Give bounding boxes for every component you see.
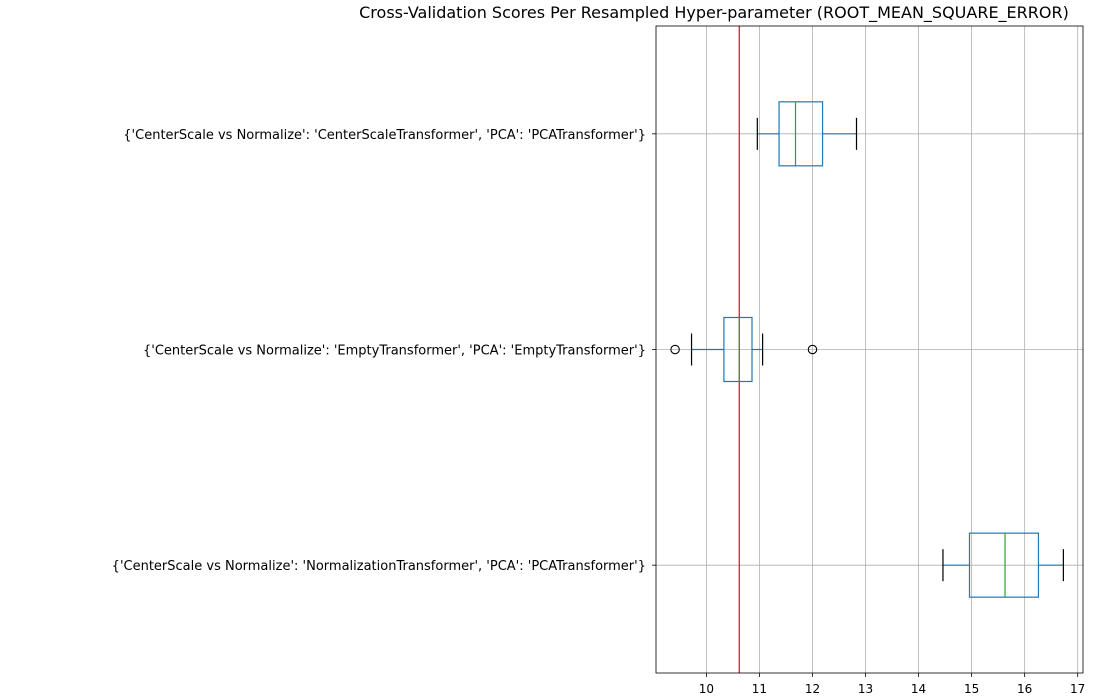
x-axis-ticks: 10 11 12 13 14 15 16 17 xyxy=(699,673,1085,696)
x-tick-label: 11 xyxy=(752,682,767,696)
box-iqr xyxy=(968,532,1040,598)
chart-title: Cross-Validation Scores Per Resampled Hy… xyxy=(359,3,1069,23)
x-tick-label: 12 xyxy=(805,682,820,696)
x-tick-label: 17 xyxy=(1070,682,1085,696)
category-label: {'CenterScale vs Normalize': 'EmptyTrans… xyxy=(143,344,646,359)
box-iqr xyxy=(723,316,753,383)
category-label: {'CenterScale vs Normalize': 'Normalizat… xyxy=(112,559,646,574)
box-group xyxy=(670,316,818,383)
category-labels: {'CenterScale vs Normalize': 'CenterScal… xyxy=(112,128,656,574)
x-tick-label: 10 xyxy=(699,682,714,696)
outlier-point xyxy=(807,344,818,355)
x-tick-label: 16 xyxy=(1017,682,1032,696)
boxes-group xyxy=(670,101,1064,598)
box-group xyxy=(942,532,1064,598)
box-group xyxy=(756,101,858,167)
x-tick-label: 14 xyxy=(911,682,926,696)
category-label: {'CenterScale vs Normalize': 'CenterScal… xyxy=(123,128,646,143)
box-iqr xyxy=(778,101,824,167)
outlier-point xyxy=(670,344,680,355)
x-tick-label: 13 xyxy=(858,682,873,696)
x-tick-label: 15 xyxy=(964,682,979,696)
